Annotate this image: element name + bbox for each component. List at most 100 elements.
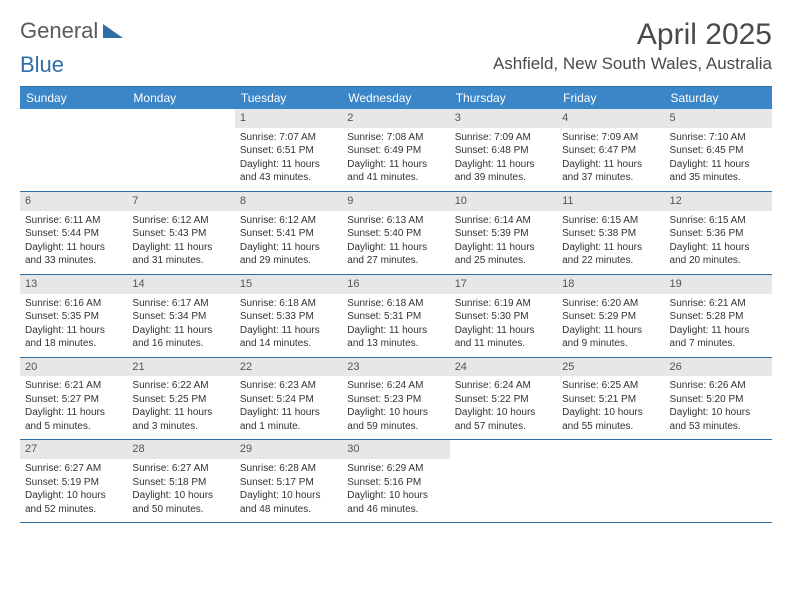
daylight-text: Daylight: 11 hours and 14 minutes. <box>240 324 337 351</box>
day-number: 6 <box>20 192 127 211</box>
day-cell: 1Sunrise: 7:07 AMSunset: 6:51 PMDaylight… <box>235 109 342 191</box>
sunrise-text: Sunrise: 6:23 AM <box>240 379 337 393</box>
day-cell: 21Sunrise: 6:22 AMSunset: 5:25 PMDayligh… <box>127 358 234 440</box>
sunrise-text: Sunrise: 6:15 AM <box>670 214 767 228</box>
sunrise-text: Sunrise: 6:11 AM <box>25 214 122 228</box>
day-cell: 12 Sunrise: 6:15 AMSunset: 5:36 PMDayligh… <box>665 192 772 274</box>
sunset-text: Sunset: 5:18 PM <box>132 476 229 490</box>
logo-triangle-icon <box>103 18 123 44</box>
day-cell: 28Sunrise: 6:27 AMSunset: 5:18 PMDayligh… <box>127 440 234 522</box>
sunrise-text: Sunrise: 7:08 AM <box>347 131 444 145</box>
sunset-text: Sunset: 5:29 PM <box>562 310 659 324</box>
day-number: 26 <box>665 358 772 377</box>
sunset-text: Sunset: 5:31 PM <box>347 310 444 324</box>
sunrise-text: Sunrise: 6:14 AM <box>455 214 552 228</box>
sunrise-text: Sunrise: 6:20 AM <box>562 297 659 311</box>
day-number: 7 <box>127 192 234 211</box>
daylight-text: Daylight: 11 hours and 5 minutes. <box>25 406 122 433</box>
sunrise-text: Sunrise: 6:12 AM <box>132 214 229 228</box>
daylight-text: Daylight: 11 hours and 18 minutes. <box>25 324 122 351</box>
sunset-text: Sunset: 5:41 PM <box>240 227 337 241</box>
daylight-text: Daylight: 11 hours and 20 minutes. <box>670 241 767 268</box>
day-cell: 29Sunrise: 6:28 AMSunset: 5:17 PMDayligh… <box>235 440 342 522</box>
daylight-text: Daylight: 11 hours and 3 minutes. <box>132 406 229 433</box>
day-number: 19 <box>665 275 772 294</box>
sunrise-text: Sunrise: 6:24 AM <box>347 379 444 393</box>
day-cell: 30Sunrise: 6:29 AMSunset: 5:16 PMDayligh… <box>342 440 449 522</box>
sunset-text: Sunset: 5:24 PM <box>240 393 337 407</box>
daylight-text: Daylight: 11 hours and 9 minutes. <box>562 324 659 351</box>
day-number: 3 <box>450 109 557 128</box>
sunrise-text: Sunrise: 6:28 AM <box>240 462 337 476</box>
day-number: 23 <box>342 358 449 377</box>
sunrise-text: Sunrise: 6:27 AM <box>25 462 122 476</box>
day-cell: 8Sunrise: 6:12 AMSunset: 5:41 PMDaylight… <box>235 192 342 274</box>
day-number: 25 <box>557 358 664 377</box>
day-cell: 22 Sunrise: 6:23 AMSunset: 5:24 PMDayligh… <box>235 358 342 440</box>
day-cell: 14Sunrise: 6:17 AMSunset: 5:34 PMDayligh… <box>127 275 234 357</box>
sunset-text: Sunset: 5:17 PM <box>240 476 337 490</box>
sunset-text: Sunset: 5:27 PM <box>25 393 122 407</box>
day-number: 24 <box>450 358 557 377</box>
sunrise-text: Sunrise: 6:22 AM <box>132 379 229 393</box>
day-header-cell: Wednesday <box>342 87 449 109</box>
daylight-text: Daylight: 11 hours and 13 minutes. <box>347 324 444 351</box>
daylight-text: Daylight: 10 hours and 53 minutes. <box>670 406 767 433</box>
daylight-text: Daylight: 11 hours and 7 minutes. <box>670 324 767 351</box>
week-row: ..1Sunrise: 7:07 AMSunset: 6:51 PMDaylig… <box>20 109 772 192</box>
day-cell: . <box>665 440 772 522</box>
day-cell: 18Sunrise: 6:20 AMSunset: 5:29 PMDayligh… <box>557 275 664 357</box>
sunset-text: Sunset: 5:23 PM <box>347 393 444 407</box>
day-cell: 17Sunrise: 6:19 AMSunset: 5:30 PMDayligh… <box>450 275 557 357</box>
day-cell: 25Sunrise: 6:25 AMSunset: 5:21 PMDayligh… <box>557 358 664 440</box>
sunrise-text: Sunrise: 6:17 AM <box>132 297 229 311</box>
day-number: 11 <box>557 192 664 211</box>
day-cell: 10Sunrise: 6:14 AMSunset: 5:39 PMDayligh… <box>450 192 557 274</box>
day-number: 2 <box>342 109 449 128</box>
sunset-text: Sunset: 6:51 PM <box>240 144 337 158</box>
sunrise-text: Sunrise: 6:16 AM <box>25 297 122 311</box>
day-cell: 23 Sunrise: 6:24 AMSunset: 5:23 PMDayligh… <box>342 358 449 440</box>
sunset-text: Sunset: 5:36 PM <box>670 227 767 241</box>
day-number: 17 <box>450 275 557 294</box>
sunset-text: Sunset: 6:45 PM <box>670 144 767 158</box>
sunset-text: Sunset: 5:25 PM <box>132 393 229 407</box>
sunset-text: Sunset: 5:22 PM <box>455 393 552 407</box>
day-number: 27 <box>20 440 127 459</box>
daylight-text: Daylight: 10 hours and 52 minutes. <box>25 489 122 516</box>
sunrise-text: Sunrise: 6:26 AM <box>670 379 767 393</box>
sunrise-text: Sunrise: 6:24 AM <box>455 379 552 393</box>
day-cell: 24 Sunrise: 6:24 AMSunset: 5:22 PMDayligh… <box>450 358 557 440</box>
sunrise-text: Sunrise: 6:25 AM <box>562 379 659 393</box>
sunset-text: Sunset: 5:40 PM <box>347 227 444 241</box>
daylight-text: Daylight: 10 hours and 59 minutes. <box>347 406 444 433</box>
daylight-text: Daylight: 11 hours and 1 minute. <box>240 406 337 433</box>
sunset-text: Sunset: 5:21 PM <box>562 393 659 407</box>
day-number: 22 <box>235 358 342 377</box>
daylight-text: Daylight: 11 hours and 29 minutes. <box>240 241 337 268</box>
day-number: 15 <box>235 275 342 294</box>
week-row: 13Sunrise: 6:16 AMSunset: 5:35 PMDayligh… <box>20 275 772 358</box>
day-header-cell: Thursday <box>450 87 557 109</box>
daylight-text: Daylight: 11 hours and 43 minutes. <box>240 158 337 185</box>
daylight-text: Daylight: 11 hours and 41 minutes. <box>347 158 444 185</box>
sunrise-text: Sunrise: 7:10 AM <box>670 131 767 145</box>
daylight-text: Daylight: 11 hours and 33 minutes. <box>25 241 122 268</box>
logo-text-2: Blue <box>20 52 772 78</box>
day-cell: . <box>557 440 664 522</box>
day-cell: . <box>450 440 557 522</box>
day-number: 14 <box>127 275 234 294</box>
daylight-text: Daylight: 11 hours and 27 minutes. <box>347 241 444 268</box>
daylight-text: Daylight: 10 hours and 57 minutes. <box>455 406 552 433</box>
sunrise-text: Sunrise: 6:18 AM <box>347 297 444 311</box>
day-cell: 4Sunrise: 7:09 AMSunset: 6:47 PMDaylight… <box>557 109 664 191</box>
day-cell: 27Sunrise: 6:27 AMSunset: 5:19 PMDayligh… <box>20 440 127 522</box>
day-header-cell: Friday <box>557 87 664 109</box>
day-number: 29 <box>235 440 342 459</box>
day-number: 12 <box>665 192 772 211</box>
sunset-text: Sunset: 5:33 PM <box>240 310 337 324</box>
day-header-cell: Saturday <box>665 87 772 109</box>
sunset-text: Sunset: 5:35 PM <box>25 310 122 324</box>
sunrise-text: Sunrise: 6:12 AM <box>240 214 337 228</box>
sunset-text: Sunset: 5:44 PM <box>25 227 122 241</box>
